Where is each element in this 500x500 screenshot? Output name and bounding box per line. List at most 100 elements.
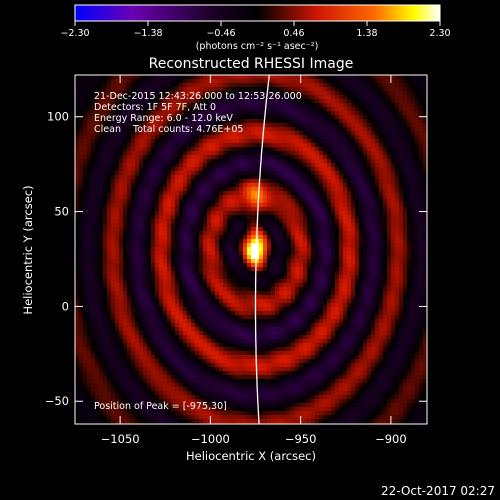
image-pixel [243, 131, 247, 135]
image-pixel [123, 295, 127, 299]
image-pixel [95, 211, 99, 215]
image-pixel [159, 271, 163, 275]
image-pixel [199, 83, 203, 87]
image-pixel [203, 395, 207, 399]
image-pixel [95, 147, 99, 151]
image-pixel [107, 123, 111, 127]
image-pixel [295, 251, 299, 255]
image-pixel [223, 343, 227, 347]
image-pixel [279, 199, 283, 203]
image-pixel [215, 215, 219, 219]
image-pixel [215, 367, 219, 371]
image-pixel [251, 243, 255, 247]
image-pixel [99, 191, 103, 195]
image-pixel [75, 131, 79, 135]
image-pixel [115, 203, 119, 207]
image-pixel [283, 399, 287, 403]
image-pixel [267, 171, 271, 175]
image-pixel [91, 87, 95, 91]
image-pixel [231, 255, 235, 259]
image-pixel [183, 127, 187, 131]
image-pixel [295, 283, 299, 287]
image-pixel [243, 171, 247, 175]
image-pixel [119, 271, 123, 275]
image-pixel [283, 367, 287, 371]
image-pixel [211, 143, 215, 147]
image-pixel [223, 83, 227, 87]
image-pixel [219, 187, 223, 191]
image-pixel [135, 207, 139, 211]
image-pixel [263, 99, 267, 103]
image-pixel [259, 195, 263, 199]
image-pixel [271, 223, 275, 227]
image-pixel [251, 103, 255, 107]
image-pixel [175, 295, 179, 299]
image-pixel [139, 291, 143, 295]
image-pixel [115, 75, 119, 79]
image-pixel [131, 315, 135, 319]
image-pixel [163, 219, 167, 223]
image-pixel [271, 323, 275, 327]
image-pixel [87, 387, 91, 391]
image-pixel [299, 171, 303, 175]
image-pixel [203, 387, 207, 391]
image-pixel [263, 363, 267, 367]
image-pixel [195, 179, 199, 183]
image-pixel [147, 307, 151, 311]
image-pixel [299, 275, 303, 279]
image-pixel [163, 287, 167, 291]
image-pixel [247, 227, 251, 231]
image-pixel [107, 239, 111, 243]
image-pixel [239, 75, 243, 79]
image-pixel [255, 119, 259, 123]
image-pixel [91, 343, 95, 347]
image-pixel [203, 123, 207, 127]
image-pixel [231, 315, 235, 319]
image-pixel [167, 107, 171, 111]
image-pixel [247, 199, 251, 203]
image-pixel [275, 199, 279, 203]
image-pixel [275, 243, 279, 247]
image-pixel [235, 415, 239, 419]
image-pixel [291, 167, 295, 171]
image-pixel [127, 187, 131, 191]
image-pixel [263, 147, 267, 151]
image-pixel [135, 175, 139, 179]
image-pixel [91, 295, 95, 299]
image-pixel [95, 315, 99, 319]
image-pixel [291, 143, 295, 147]
image-pixel [271, 127, 275, 131]
image-pixel [203, 371, 207, 375]
image-pixel [155, 203, 159, 207]
image-pixel [131, 239, 135, 243]
image-pixel [171, 91, 175, 95]
image-pixel [183, 319, 187, 323]
image-pixel [227, 367, 231, 371]
image-pixel [115, 151, 119, 155]
image-pixel [231, 419, 235, 423]
image-pixel [215, 375, 219, 379]
image-pixel [139, 199, 143, 203]
image-pixel [187, 239, 191, 243]
image-pixel [123, 99, 127, 103]
image-pixel [163, 207, 167, 211]
image-pixel [279, 271, 283, 275]
image-pixel [195, 163, 199, 167]
image-pixel [275, 299, 279, 303]
image-pixel [187, 95, 191, 99]
image-pixel [259, 327, 263, 331]
image-pixel [171, 143, 175, 147]
image-pixel [95, 183, 99, 187]
image-pixel [183, 143, 187, 147]
image-pixel [219, 95, 223, 99]
image-pixel [295, 215, 299, 219]
image-pixel [87, 363, 91, 367]
image-pixel [263, 231, 267, 235]
image-pixel [211, 139, 215, 143]
image-pixel [95, 279, 99, 283]
image-pixel [271, 243, 275, 247]
image-pixel [291, 343, 295, 347]
image-pixel [295, 295, 299, 299]
image-pixel [247, 231, 251, 235]
image-pixel [91, 367, 95, 371]
